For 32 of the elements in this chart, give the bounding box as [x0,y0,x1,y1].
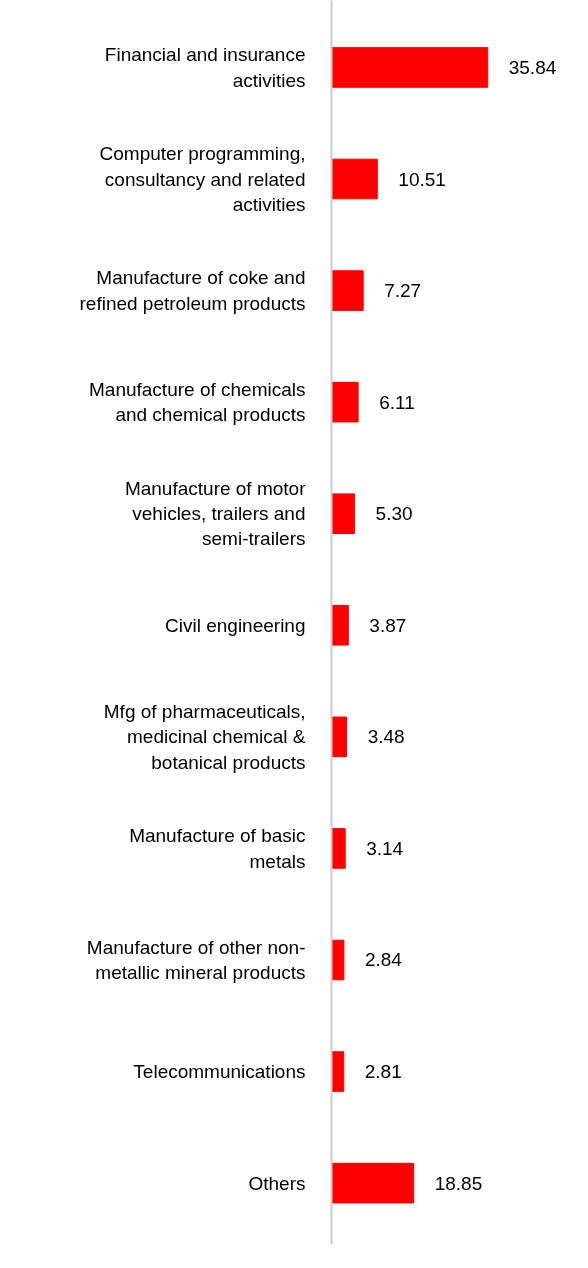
y-tick-label: Mfg of pharmaceuticals, medicinal chemical & botanical products [103,701,306,773]
bar [331,604,349,646]
data-label: 35.84 [508,56,557,78]
bar [331,1162,415,1204]
data-label: 2.81 [364,1061,402,1083]
bar [331,716,348,758]
y-tick-label: Manufacture of chemicals and chemical products [89,379,306,426]
bar [331,270,364,311]
y-tick-label: Telecommunications [133,1061,306,1083]
data-label: 10.51 [398,168,446,190]
data-label: 7.27 [384,280,422,302]
bar [331,828,346,869]
bar [331,493,356,535]
bar [331,381,359,423]
y-tick-label: Civil engineering [165,614,306,636]
y-tick-label: Manufacture of other non-metallic mineral products [86,936,306,984]
y-tick-label: Manufacture of coke and refined petroleum products [79,267,306,314]
data-label: 3.87 [369,614,407,636]
data-label: 2.84 [364,949,403,971]
data-label: 6.11 [379,391,415,413]
data-label: 3.14 [366,837,404,859]
bar [331,939,345,981]
y-tick-label: Computer programming, consultancy and related activities [99,143,306,215]
bar [331,158,378,200]
bar [331,47,489,88]
y-tick-label: Others [248,1172,306,1194]
data-label: 18.85 [434,1172,483,1194]
data-label: 3.48 [367,726,405,748]
data-label: 5.30 [375,503,413,525]
y-tick-label: Manufacture of basic metals [129,825,306,872]
y-tick-label: Manufacture of motor vehicles, trailers and semi-trailers [124,478,307,550]
y-tick-label: Financial and insurance activities [104,44,306,91]
